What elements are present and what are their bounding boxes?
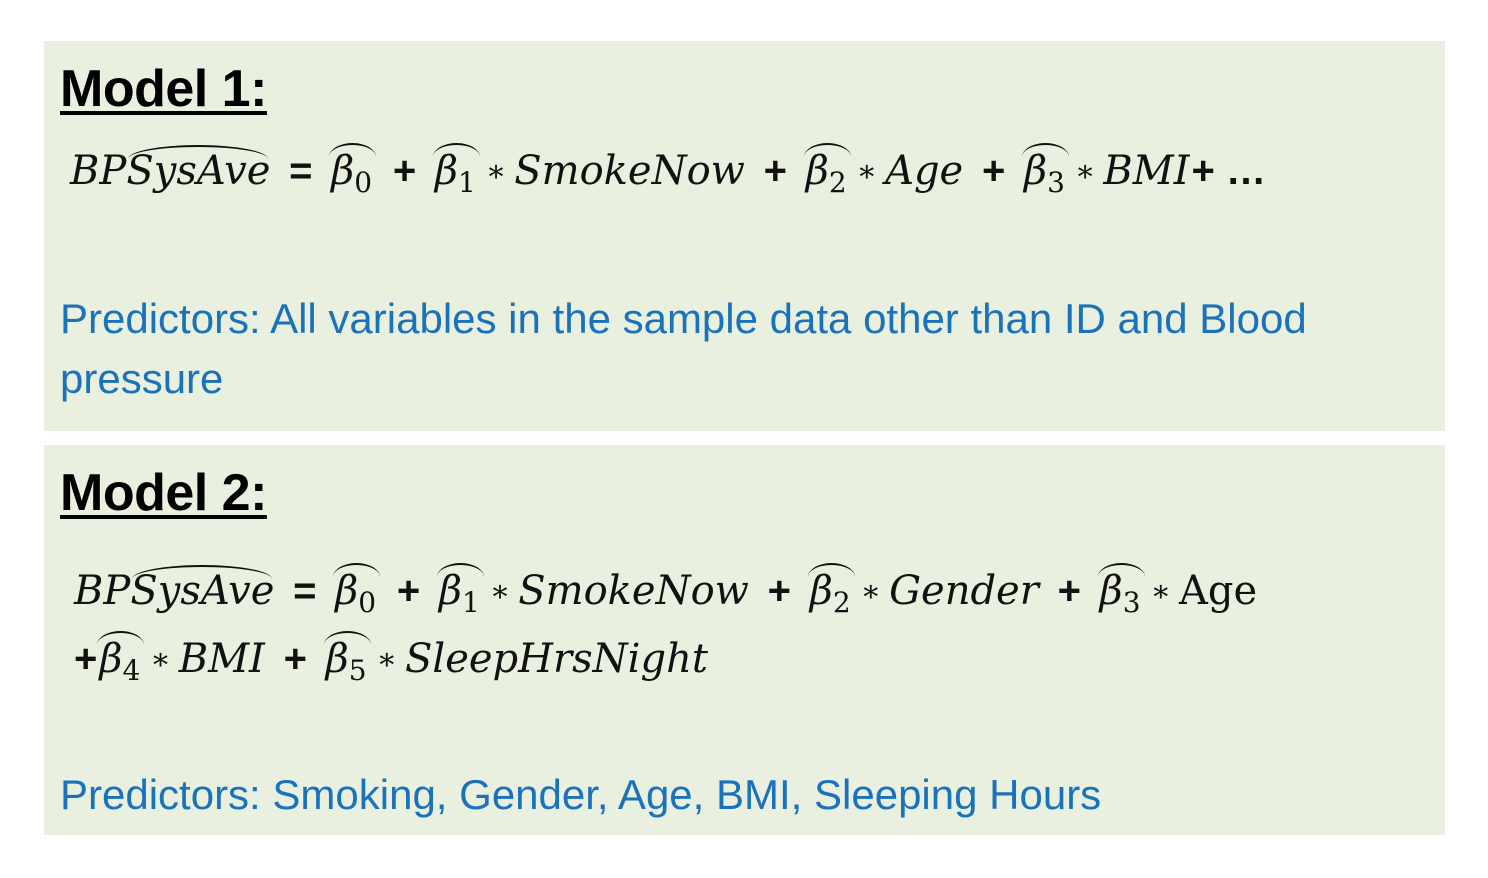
lhs-hat-term: SysAve: [130, 563, 274, 619]
beta-0: β0: [333, 563, 381, 619]
equals-sign: =: [289, 149, 313, 193]
model-2-panel: Model 2: BPSysAve = β0 + β1 ∗ SmokeNow + β…: [44, 445, 1445, 835]
multiply-sign: ∗: [485, 154, 507, 189]
model-1-equation: BPSysAve = β0 + β1 ∗ SmokeNow + β2 ∗ Age + β…: [70, 143, 1268, 203]
beta-1: β1: [436, 563, 484, 619]
multiply-sign: ∗: [489, 574, 511, 609]
plus-sign: +: [392, 149, 417, 193]
model-1-title: Model 1:: [60, 60, 267, 118]
variable-bmi: BMI: [1103, 148, 1190, 194]
variable-smokenow: SmokeNow: [518, 568, 749, 614]
model-2-equation-line-1: BPSysAve = β0 + β1 ∗ SmokeNow + β2 ∗ Gender …: [74, 563, 1257, 623]
plus-sign: +: [1057, 569, 1081, 613]
beta-5: β5: [323, 631, 371, 687]
plus-sign: +: [981, 149, 1006, 193]
lhs-prefix: BP: [70, 148, 127, 194]
plus-sign: +: [74, 637, 98, 681]
beta-1: β1: [432, 143, 480, 199]
beta-0: β0: [329, 143, 377, 199]
multiply-sign: ∗: [1150, 574, 1171, 609]
multiply-sign: ∗: [376, 642, 397, 677]
plus-sign: +: [763, 149, 787, 193]
model-1-panel: Model 1: BPSysAve = β0 + β1 ∗ SmokeNow + β…: [44, 41, 1445, 431]
plus-sign: +: [283, 637, 307, 681]
variable-sleephrsnight: SleepHrsNight: [405, 636, 708, 682]
multiply-sign: ∗: [150, 642, 171, 677]
beta-2: β2: [807, 563, 855, 619]
model-2-predictors: Predictors: Smoking, Gender, Age, BMI, S…: [60, 771, 1102, 818]
plus-sign: +: [767, 569, 791, 613]
beta-2: β2: [803, 143, 851, 199]
beta-3: β3: [1022, 143, 1069, 199]
lhs-prefix: BP: [74, 568, 131, 614]
model-2-equation-line-2: +β4 ∗ BMI + β5 ∗ SleepHrsNight: [74, 631, 708, 691]
variable-bmi: BMI: [178, 636, 265, 682]
multiply-sign: ∗: [860, 574, 882, 609]
model-1-predictors: Predictors: All variables in the sample …: [60, 295, 1307, 402]
plus-sign: +: [396, 569, 421, 613]
equation-tail: + …: [1191, 149, 1267, 193]
variable-age: Age: [885, 148, 964, 194]
beta-4: β4: [97, 631, 145, 687]
model-2-title: Model 2:: [60, 464, 267, 522]
variable-age: Age: [1179, 568, 1258, 614]
beta-3: β3: [1097, 563, 1145, 619]
lhs-hat-term: SysAve: [126, 143, 270, 199]
variable-smokenow: SmokeNow: [514, 148, 745, 194]
variable-gender: Gender: [889, 568, 1039, 614]
multiply-sign: ∗: [1074, 154, 1096, 189]
equals-sign: =: [293, 569, 317, 613]
multiply-sign: ∗: [856, 154, 878, 189]
